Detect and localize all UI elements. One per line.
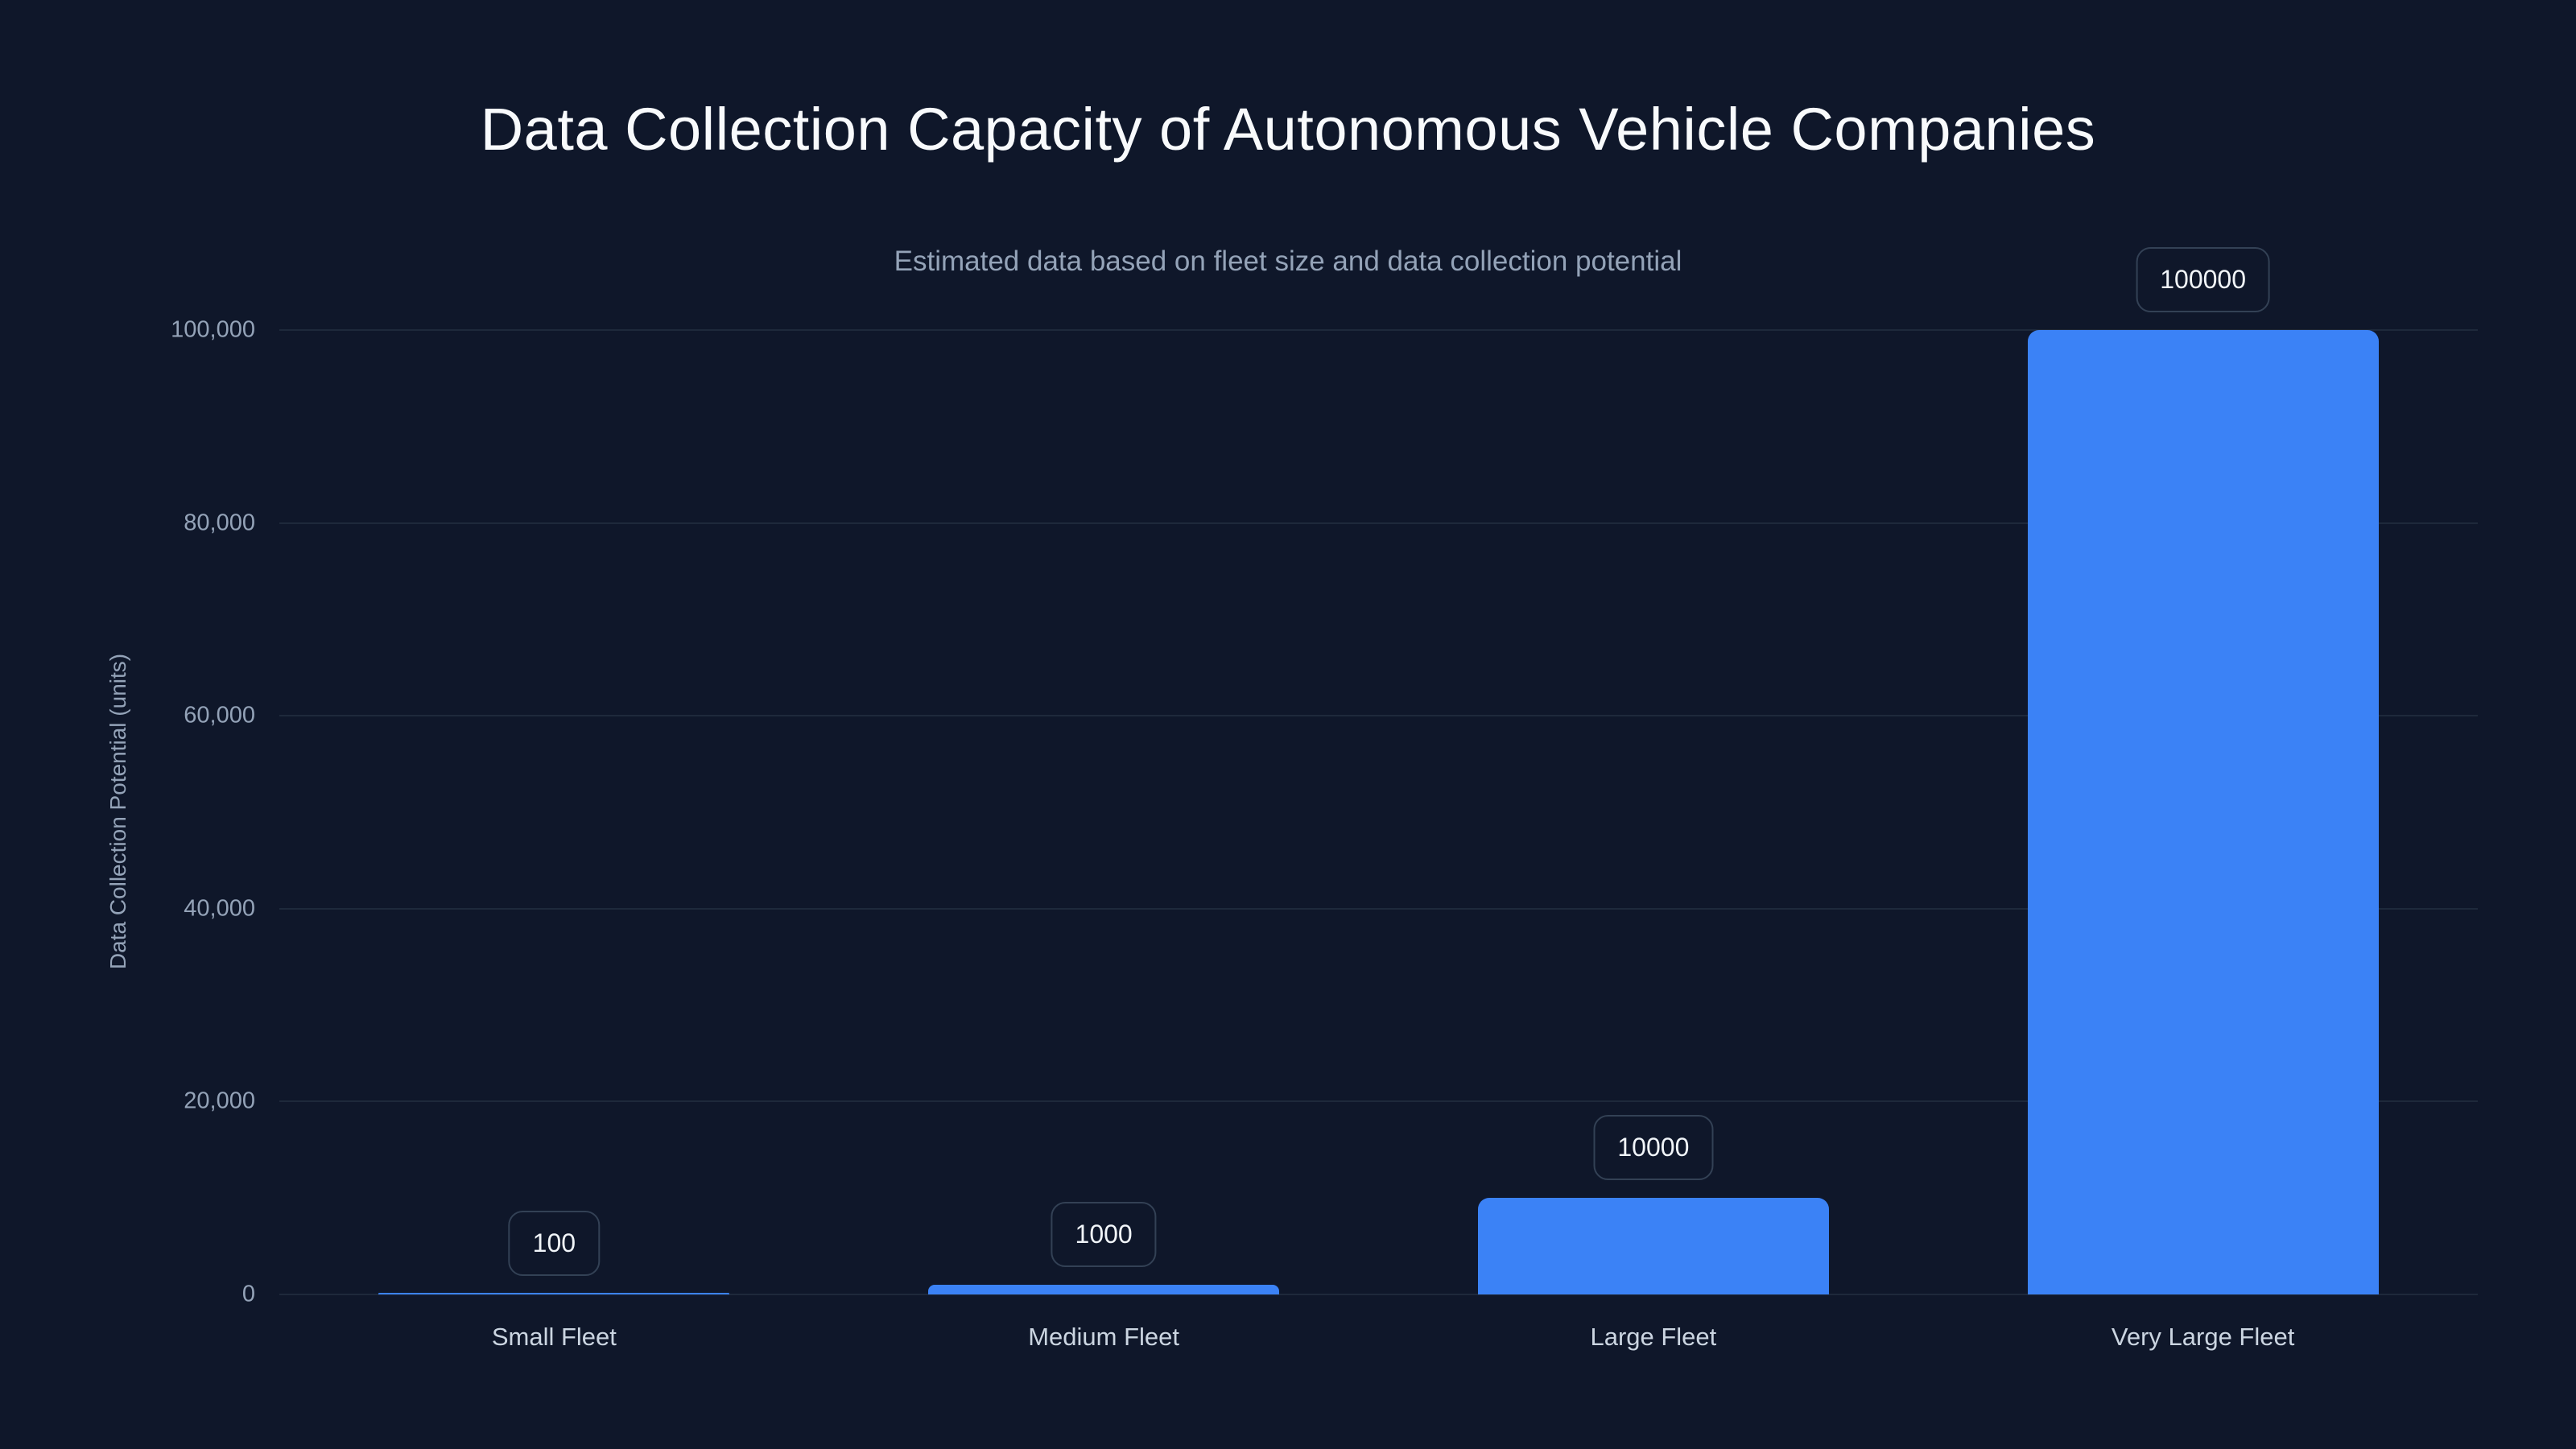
value-label: 100 bbox=[508, 1210, 601, 1276]
y-tick-label: 60,000 bbox=[184, 702, 255, 729]
bar-very-large-fleet[interactable] bbox=[2027, 330, 2379, 1294]
gridline bbox=[279, 522, 2478, 524]
y-tick-label: 100,000 bbox=[171, 316, 255, 343]
gridline bbox=[279, 1100, 2478, 1103]
value-label: 100000 bbox=[2136, 247, 2271, 312]
bar-large-fleet[interactable] bbox=[1477, 1198, 1829, 1294]
gridline bbox=[279, 1294, 2478, 1295]
plot-area bbox=[279, 329, 2478, 1295]
y-tick-label: 40,000 bbox=[184, 895, 255, 922]
x-tick-label: Large Fleet bbox=[1590, 1323, 1717, 1351]
gridline bbox=[279, 329, 2478, 331]
x-tick-label: Small Fleet bbox=[491, 1323, 617, 1351]
x-tick-label: Very Large Fleet bbox=[2111, 1323, 2295, 1351]
bar-small-fleet[interactable] bbox=[378, 1293, 730, 1294]
chart-subtitle: Estimated data based on fleet size and d… bbox=[894, 246, 1682, 277]
y-tick-label: 0 bbox=[242, 1281, 255, 1307]
bar-medium-fleet[interactable] bbox=[928, 1285, 1280, 1294]
y-tick-label: 20,000 bbox=[184, 1088, 255, 1114]
chart-title: Data Collection Capacity of Autonomous V… bbox=[480, 96, 2096, 163]
x-tick-label: Medium Fleet bbox=[1028, 1323, 1180, 1351]
value-label: 10000 bbox=[1593, 1115, 1714, 1181]
gridline bbox=[279, 907, 2478, 910]
y-tick-label: 80,000 bbox=[184, 510, 255, 536]
value-label: 1000 bbox=[1051, 1202, 1157, 1268]
gridline bbox=[279, 715, 2478, 717]
